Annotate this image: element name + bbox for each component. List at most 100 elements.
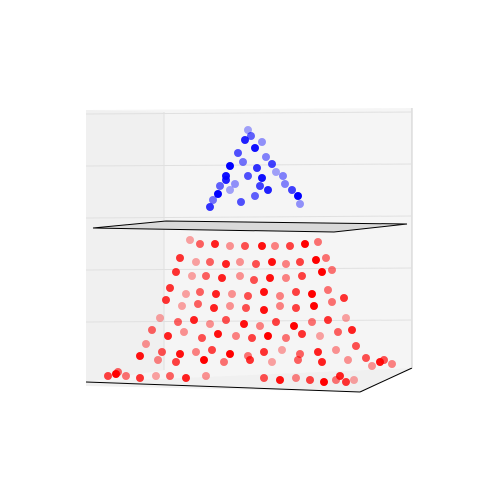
blue-point-28	[279, 172, 287, 180]
red-point-90	[314, 348, 322, 356]
blue-point-4	[234, 149, 242, 157]
red-point-60	[240, 320, 248, 328]
red-point-14	[236, 258, 244, 266]
blue-point-1	[247, 132, 255, 140]
red-point-115	[276, 376, 284, 384]
back-pane	[86, 108, 412, 382]
blue-point-29	[256, 182, 264, 190]
red-point-42	[324, 286, 332, 294]
red-point-12	[206, 258, 214, 266]
red-point-59	[222, 316, 230, 324]
blue-point-27	[222, 172, 230, 180]
blue-point-26	[237, 198, 245, 206]
grid-line-1	[85, 163, 413, 167]
red-point-65	[324, 316, 332, 324]
red-point-64	[308, 318, 316, 326]
red-point-3	[226, 242, 234, 250]
red-point-41	[308, 290, 316, 298]
red-point-118	[320, 378, 328, 386]
blue-point-30	[214, 190, 222, 198]
y-axis-line	[359, 367, 413, 393]
red-point-109	[136, 374, 144, 382]
grid-line-0	[85, 111, 413, 115]
red-point-27	[266, 274, 274, 282]
red-point-39	[276, 292, 284, 300]
red-point-101	[318, 358, 326, 366]
red-point-55	[156, 314, 164, 322]
red-point-4	[241, 242, 249, 250]
red-point-31	[328, 266, 336, 274]
red-point-62	[272, 318, 280, 326]
red-point-92	[352, 342, 360, 350]
red-point-74	[264, 332, 272, 340]
red-point-43	[162, 296, 170, 304]
red-point-2	[211, 240, 219, 248]
red-point-18	[296, 258, 304, 266]
red-point-99	[268, 358, 276, 366]
red-point-105	[388, 360, 396, 368]
red-point-34	[196, 288, 204, 296]
red-point-48	[242, 304, 250, 312]
red-point-23	[202, 272, 210, 280]
red-point-29	[298, 272, 306, 280]
red-point-45	[194, 300, 202, 308]
red-point-22	[188, 272, 196, 280]
blue-point-16	[258, 174, 266, 182]
red-point-26	[250, 276, 258, 284]
blue-point-12	[216, 182, 224, 190]
red-point-100	[294, 356, 302, 364]
red-point-35	[212, 290, 220, 298]
red-point-83	[192, 348, 200, 356]
red-point-98	[246, 356, 254, 364]
blue-point-0	[244, 126, 252, 134]
blue-point-9	[239, 158, 247, 166]
red-point-111	[166, 372, 174, 380]
red-point-21	[172, 268, 180, 276]
separator-plane-surface	[92, 220, 408, 233]
red-point-93	[136, 352, 144, 360]
red-point-91	[332, 346, 340, 354]
red-point-61	[256, 322, 264, 330]
red-point-28	[282, 274, 290, 282]
red-point-96	[200, 356, 208, 364]
red-point-122	[114, 368, 122, 376]
blue-point-8	[226, 162, 234, 170]
blue-point-18	[288, 186, 296, 194]
blue-point-22	[226, 186, 234, 194]
red-point-85	[226, 350, 234, 358]
red-point-0	[186, 236, 194, 244]
red-point-16	[268, 258, 276, 266]
blue-point-25	[296, 200, 304, 208]
red-point-54	[340, 294, 348, 302]
red-point-11	[192, 258, 200, 266]
blue-point-19	[294, 192, 302, 200]
red-point-20	[322, 254, 330, 262]
red-point-120	[342, 378, 350, 386]
red-point-78	[334, 328, 342, 336]
red-point-121	[350, 376, 358, 384]
red-point-24	[218, 274, 226, 282]
red-point-63	[290, 322, 298, 330]
blue-point-2	[241, 136, 249, 144]
blue-point-21	[206, 203, 214, 211]
red-point-124	[368, 362, 376, 370]
red-point-108	[122, 372, 130, 380]
red-point-36	[228, 290, 236, 298]
red-point-80	[142, 340, 150, 348]
red-point-56	[174, 318, 182, 326]
red-point-103	[362, 354, 370, 362]
red-point-76	[298, 330, 306, 338]
red-point-77	[316, 332, 324, 340]
red-point-97	[220, 358, 228, 366]
red-point-69	[180, 328, 188, 336]
red-point-37	[244, 292, 252, 300]
red-point-49	[260, 306, 268, 314]
red-point-79	[348, 326, 356, 334]
red-point-47	[226, 302, 234, 310]
red-point-112	[182, 374, 190, 382]
red-point-71	[214, 330, 222, 338]
red-point-58	[206, 320, 214, 328]
red-point-40	[292, 288, 300, 296]
red-point-38	[260, 288, 268, 296]
red-point-19	[312, 256, 320, 264]
